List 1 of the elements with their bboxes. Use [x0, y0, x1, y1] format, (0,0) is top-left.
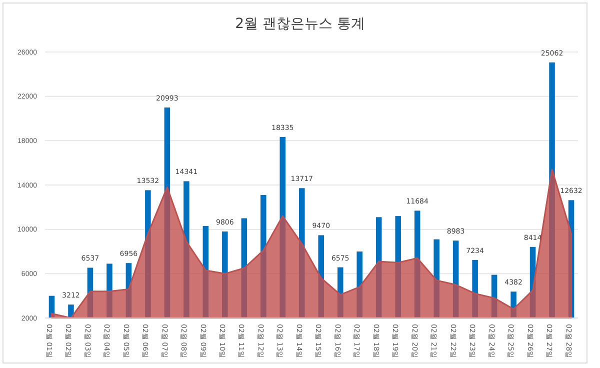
- chart-title: 2월 괜찮은뉴스 통계: [235, 16, 365, 32]
